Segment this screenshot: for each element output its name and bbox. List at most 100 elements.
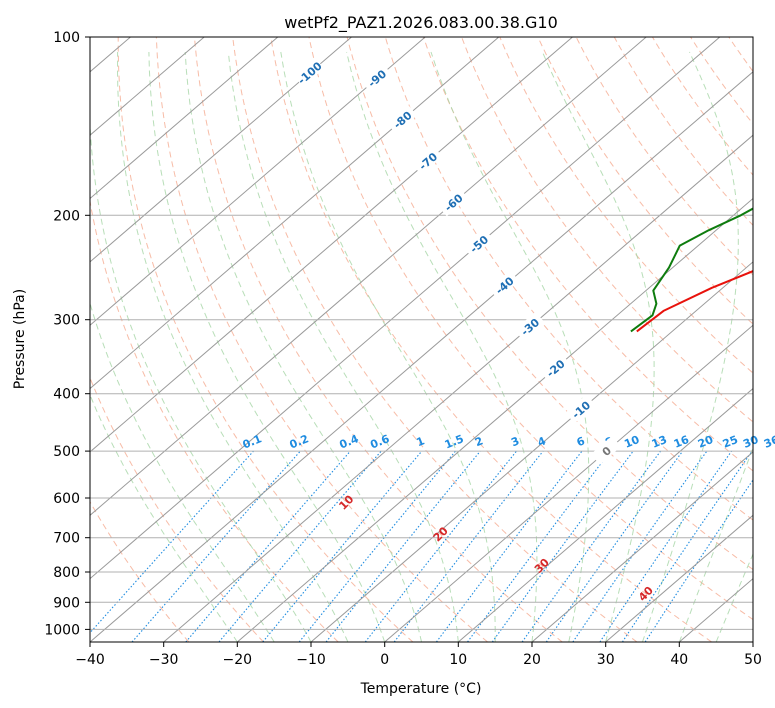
isotherm <box>384 324 753 642</box>
dry-adiabat <box>194 37 563 642</box>
mixing-ratio-line <box>435 450 583 642</box>
mixing-ratio-line <box>218 450 382 642</box>
x-tick-label: −30 <box>149 652 179 668</box>
isotherm <box>90 37 721 580</box>
mixing-ratio-line <box>521 450 662 642</box>
isotherm-label-bg <box>590 435 622 465</box>
dry-adiabat <box>270 37 712 642</box>
y-tick-label: 600 <box>53 491 80 507</box>
mixing-ratio-label: 1 <box>415 434 427 449</box>
y-tick-label: 300 <box>53 313 80 329</box>
isotherm-label-bg <box>514 311 545 341</box>
mixing-ratio-label: 16 <box>672 433 691 451</box>
y-axis-label: Pressure (hPa) <box>12 289 28 389</box>
isotherms <box>0 37 753 642</box>
isotherm-label-bg <box>293 57 325 87</box>
isotherm <box>163 134 753 642</box>
chart-title: wetPf2_PAZ1.2026.083.00.38.G10 <box>284 13 558 33</box>
moist-adiabat <box>90 393 238 642</box>
y-tick-label: 800 <box>53 565 80 581</box>
dry-adiabat <box>461 37 753 423</box>
mixing-ratio-label: 20 <box>696 433 715 451</box>
x-tick-label: 30 <box>597 652 615 668</box>
isotherm <box>0 37 57 642</box>
isobars <box>90 37 753 630</box>
isotherm-label-bg <box>539 353 571 382</box>
dry-adiabat <box>90 198 339 642</box>
isotherm-label-bg <box>412 146 443 175</box>
mixing-ratio-line <box>393 450 544 642</box>
mixing-ratio-label: 3 <box>509 434 521 449</box>
isotherm <box>752 641 753 642</box>
moist-adiabat <box>715 552 753 642</box>
dry-adiabat <box>767 37 775 642</box>
x-tick-label: 10 <box>449 652 467 668</box>
mixing-ratio-line <box>599 450 733 642</box>
x-tick-label: 20 <box>523 652 541 668</box>
isotherm <box>236 197 753 642</box>
plot-area <box>90 37 753 642</box>
sounding-series <box>630 207 753 333</box>
mixing-ratio-line <box>644 479 753 642</box>
isotherm-label-bg <box>386 104 418 134</box>
y-tick-label: 700 <box>53 531 80 547</box>
moist-adiabat <box>184 51 422 642</box>
moist-adiabat <box>227 51 459 642</box>
mixing-ratio-line <box>621 450 753 642</box>
moist-adiabat <box>678 446 753 642</box>
isotherm <box>90 37 279 200</box>
moist-adiabat <box>642 51 739 642</box>
mixing-ratio-label: 2 <box>473 434 485 449</box>
dry-adiabat <box>232 37 638 642</box>
moist-adiabat <box>280 51 496 642</box>
dry-adiabat <box>537 37 753 325</box>
moist-adiabat <box>541 51 655 642</box>
moist-adiabat <box>90 301 275 642</box>
mixing-ratio-line <box>325 450 481 642</box>
isotherm <box>90 37 352 263</box>
moist-adiabat <box>148 51 386 642</box>
mixing-ratio-line <box>90 450 254 634</box>
x-tick-label: 50 <box>744 652 762 668</box>
mixing-ratio-line <box>364 450 517 642</box>
isotherm-label-bg <box>488 270 520 300</box>
mixing-ratio-line <box>298 450 456 642</box>
isotherm <box>457 387 753 642</box>
mixing-ratio-label: 36 <box>762 433 775 451</box>
plot-frame <box>89 36 754 643</box>
moist-adiabats <box>90 51 753 642</box>
mixing-ratio-line <box>185 450 351 642</box>
moist-adiabat <box>430 51 590 642</box>
isotherm <box>90 37 426 326</box>
x-tick-label: −20 <box>223 652 253 668</box>
y-tick-label: 200 <box>53 208 80 224</box>
dry-adiabat <box>613 37 753 226</box>
dry-adiabat <box>346 37 753 571</box>
x-axis-ticks: −40 −30 −20 −10 0 10 20 30 40 50 <box>75 642 762 668</box>
dry-adiabat <box>117 37 414 642</box>
mixing-ratio-label: 13 <box>650 433 669 451</box>
y-axis-ticks: 100 200 300 400 500 600 700 800 900 1000 <box>44 30 90 638</box>
dry-adiabat <box>308 37 753 621</box>
mixing-ratio-line <box>467 450 611 642</box>
dry-adiabat <box>499 37 753 374</box>
isotherm <box>310 261 753 642</box>
isotherm <box>90 37 500 390</box>
isotherm-label-bg <box>437 187 469 217</box>
isotherm <box>90 71 753 642</box>
y-tick-label: 100 <box>53 30 80 46</box>
temperature-line <box>636 270 753 333</box>
moist-adiabat <box>346 51 538 642</box>
dry-adiabat <box>384 37 753 521</box>
isotherm <box>605 514 753 642</box>
y-tick-label: 500 <box>53 444 80 460</box>
isotherm <box>90 37 647 516</box>
mixing-ratio-label: 25 <box>721 433 740 451</box>
mixing-ratio-line <box>491 450 634 642</box>
x-tick-label: −40 <box>75 652 105 668</box>
x-axis-label: Temperature (°C) <box>360 681 482 697</box>
x-tick-label: 0 <box>380 652 389 668</box>
isotherm <box>90 37 573 453</box>
y-tick-label: 1000 <box>44 622 80 638</box>
